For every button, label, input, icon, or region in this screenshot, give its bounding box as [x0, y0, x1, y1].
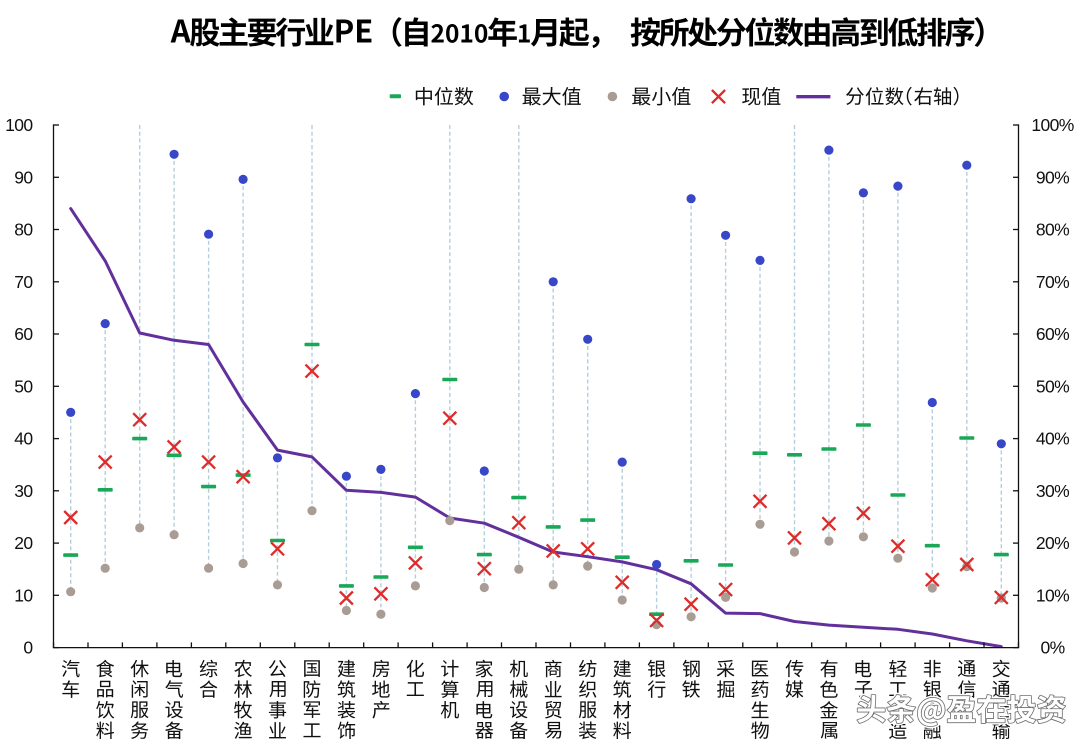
svg-text:70%: 70% — [1036, 272, 1069, 292]
svg-text:90%: 90% — [1036, 167, 1069, 187]
svg-text:80: 80 — [14, 220, 33, 240]
svg-text:40%: 40% — [1036, 429, 1069, 449]
svg-text:40: 40 — [14, 429, 33, 449]
svg-text:30%: 30% — [1036, 481, 1069, 501]
svg-text:10%: 10% — [1036, 585, 1069, 605]
svg-text:20: 20 — [14, 533, 33, 553]
svg-text:80%: 80% — [1036, 220, 1069, 240]
svg-text:50: 50 — [14, 376, 33, 396]
svg-text:0%: 0% — [1040, 638, 1064, 658]
svg-text:10: 10 — [14, 585, 33, 605]
svg-text:70: 70 — [14, 272, 33, 292]
svg-text:100: 100 — [5, 115, 33, 135]
svg-text:20%: 20% — [1036, 533, 1069, 553]
svg-text:0: 0 — [23, 638, 33, 658]
svg-text:30: 30 — [14, 481, 33, 501]
svg-text:90: 90 — [14, 167, 33, 187]
svg-text:60: 60 — [14, 324, 33, 344]
svg-text:100%: 100% — [1031, 115, 1073, 135]
svg-text:50%: 50% — [1036, 376, 1069, 396]
svg-text:60%: 60% — [1036, 324, 1069, 344]
